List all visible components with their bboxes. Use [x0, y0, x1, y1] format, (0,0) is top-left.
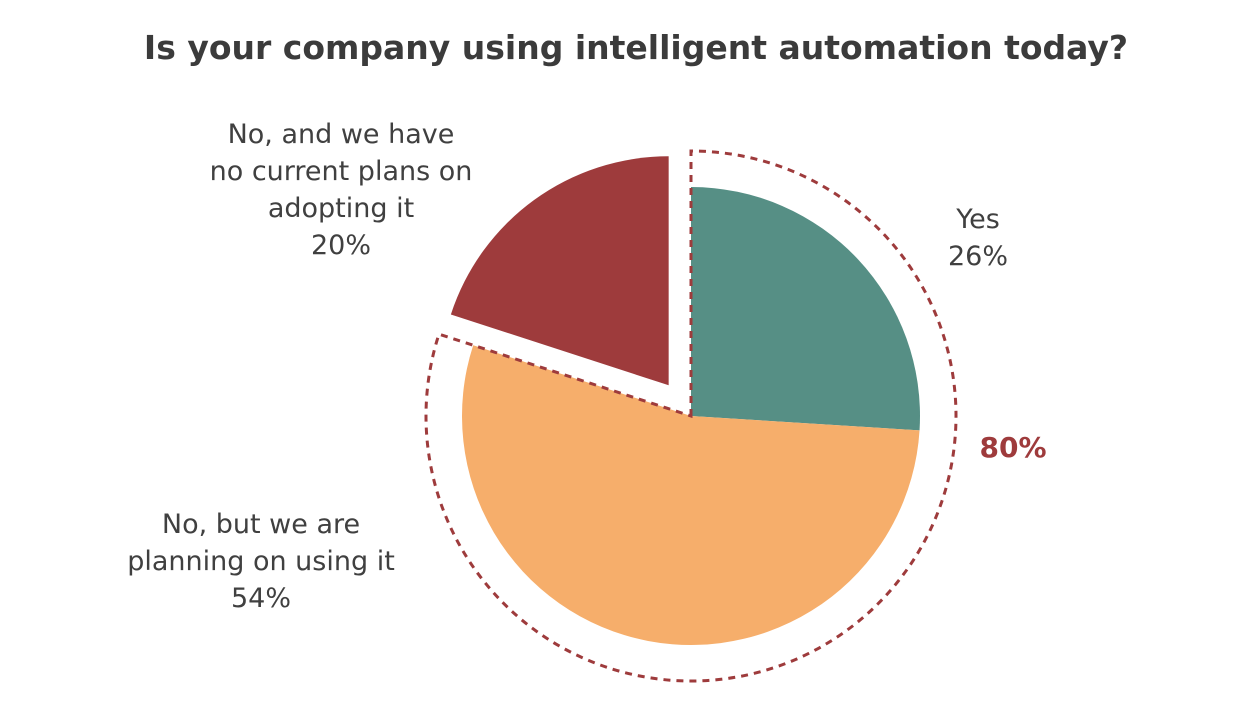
- slice-label-1: No, but we are planning on using it 54%: [127, 509, 395, 614]
- pie-slice-0: [691, 187, 920, 431]
- pie-slice-2: [450, 156, 669, 386]
- group-outline-80: [424, 149, 958, 683]
- slice-label-2: No, and we have no current plans on adopti…: [210, 119, 473, 261]
- slice-labels: Yes 26% No, but we are planning on using it…: [127, 119, 1008, 614]
- pie-slices: [450, 156, 920, 646]
- slice-label-0: Yes 26%: [948, 204, 1008, 272]
- group-annotation-label: 80%: [979, 431, 1046, 464]
- pie-slice-1: [461, 345, 920, 646]
- chart-title: Is your company using intelligent automa…: [144, 28, 1128, 67]
